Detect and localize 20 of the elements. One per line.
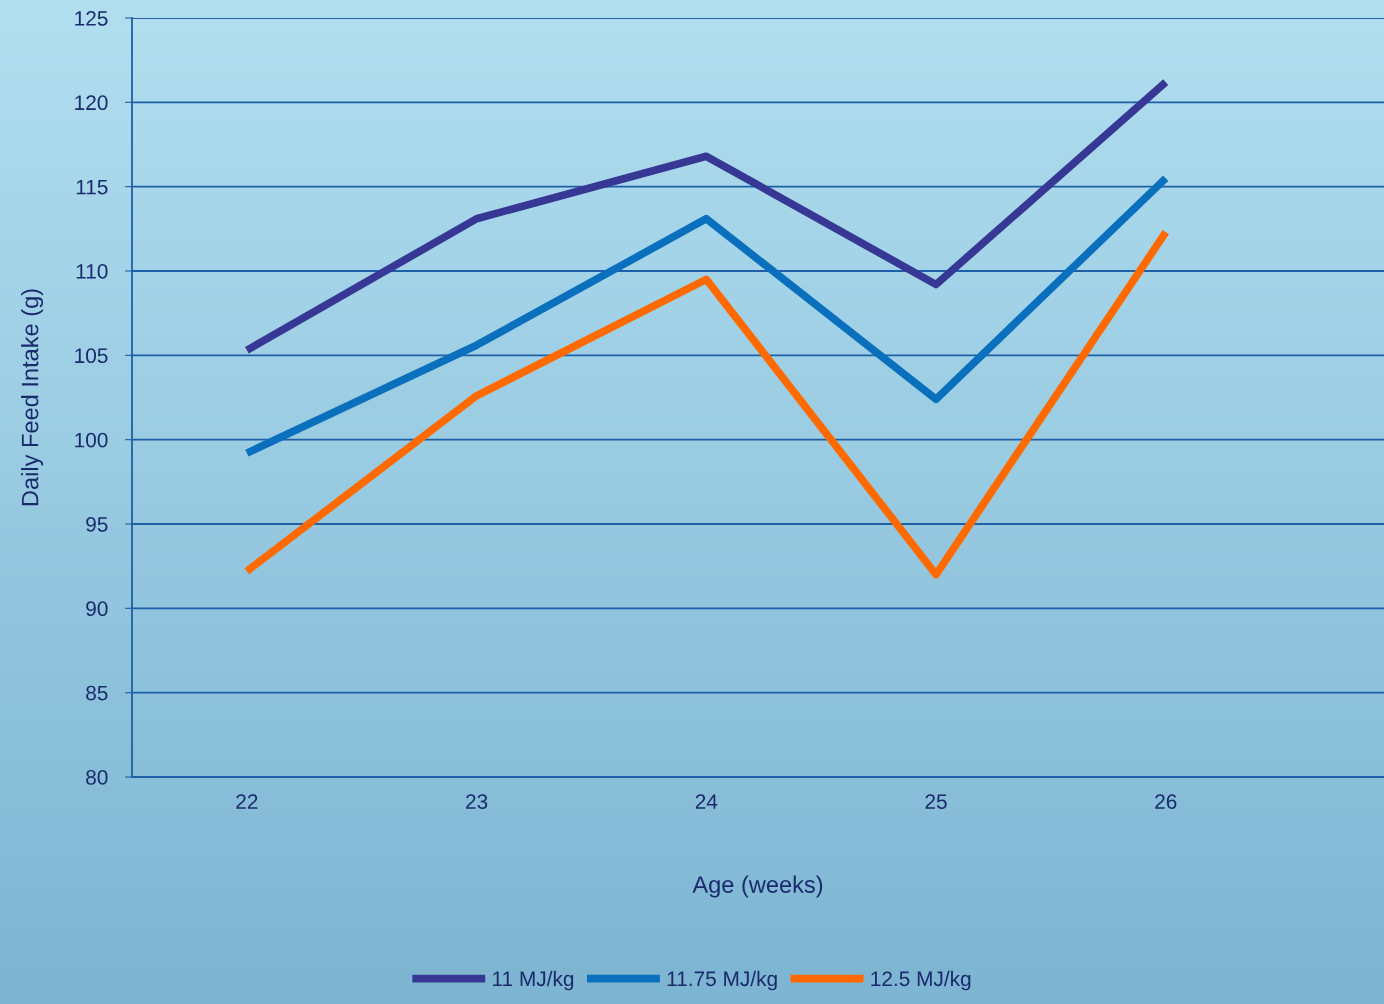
legend-label: 11.75 MJ/kg [667,970,777,991]
y-tick-label: 110 [76,264,108,279]
x-tick-label: 22 [236,794,258,809]
x-tick-label: 24 [695,794,718,809]
x-tick-label: 25 [925,794,947,809]
y-tick-label: 120 [75,95,108,111]
y-tick-label: 95 [86,517,108,532]
y-tick-label: 125 [75,11,108,26]
y-tick-label: 115 [76,179,108,195]
x-tick-label: 23 [466,794,488,809]
x-tick-label: 26 [1155,794,1177,809]
legend-label: 11 MJ/kg [493,970,574,991]
x-axis-title: Age (weeks) [692,875,823,898]
y-tick-label: 80 [86,770,108,785]
y-axis-title: Daily Feed Intake (g) [21,289,44,506]
legend-label: 12.5 MJ/kg [871,970,971,991]
y-tick-label: 85 [86,685,108,701]
y-tick-label: 100 [75,432,108,448]
y-tick-label: 105 [75,348,108,364]
y-tick-label: 90 [86,601,108,617]
